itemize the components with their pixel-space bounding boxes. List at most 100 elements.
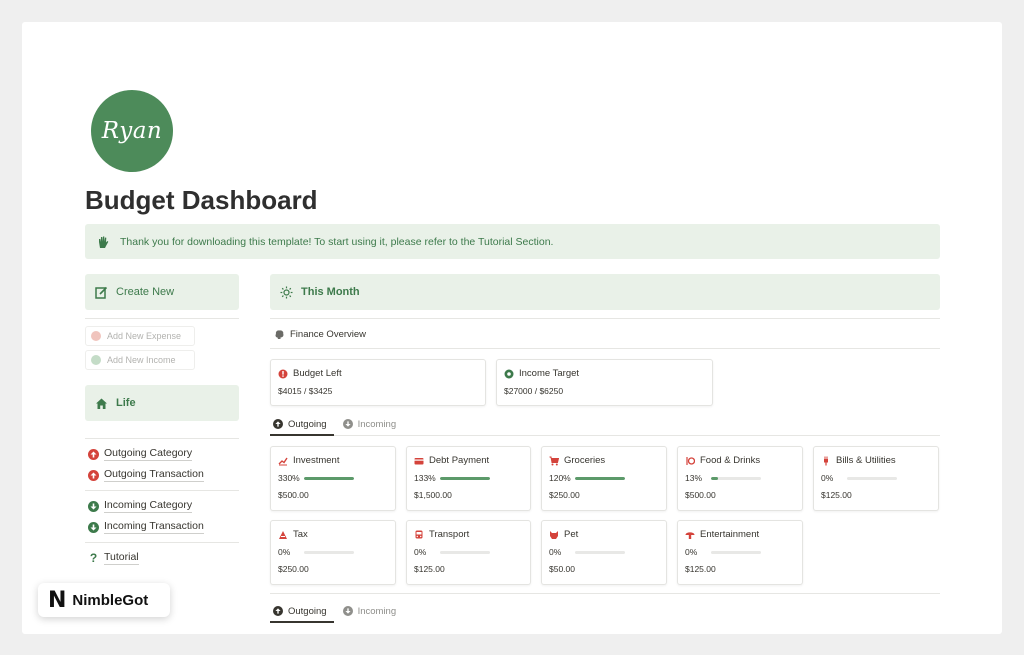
add-new-expense-button[interactable]: Add New Expense bbox=[85, 326, 195, 346]
plug-icon bbox=[821, 456, 831, 466]
link-label: Outgoing Category bbox=[104, 447, 193, 461]
sun-icon bbox=[279, 285, 293, 299]
outgoing-incoming-tabs: Outgoing Incoming bbox=[270, 414, 409, 434]
arrow-down-circle-icon bbox=[342, 419, 353, 429]
divider bbox=[270, 318, 940, 319]
this-month-header: This Month bbox=[270, 274, 940, 310]
divider bbox=[85, 318, 239, 319]
divider bbox=[85, 438, 239, 439]
add-new-income-button[interactable]: Add New Income bbox=[85, 350, 195, 370]
category-progress-bar bbox=[304, 476, 354, 480]
category-amount: $500.00 bbox=[685, 490, 716, 500]
life-label: Life bbox=[116, 397, 136, 409]
welcome-callout: Thank you for downloading this template!… bbox=[85, 224, 940, 259]
category-amount: $125.00 bbox=[821, 490, 852, 500]
category-label: Pet bbox=[564, 529, 579, 540]
avatar: Ryan bbox=[91, 90, 173, 172]
arrow-up-circle-icon bbox=[88, 448, 99, 460]
question-icon: ? bbox=[89, 551, 98, 565]
category-card-tax[interactable]: Tax 0% $250.00 bbox=[270, 520, 396, 585]
avatar-text: Ryan bbox=[101, 118, 163, 144]
divider bbox=[270, 593, 940, 594]
category-progress-bar bbox=[440, 550, 490, 554]
link-label: Incoming Category bbox=[104, 499, 193, 513]
category-card-groceries[interactable]: Groceries 120% $250.00 bbox=[541, 446, 667, 511]
active-tab-indicator bbox=[270, 434, 334, 436]
incoming-transaction-link[interactable]: Incoming Transaction bbox=[88, 519, 204, 535]
tab-outgoing[interactable]: Outgoing bbox=[270, 601, 330, 621]
hand-icon bbox=[95, 234, 111, 250]
card-icon bbox=[414, 456, 424, 466]
dollar-circle-icon bbox=[504, 369, 514, 379]
tab-incoming[interactable]: Incoming bbox=[340, 601, 400, 621]
category-percent: 0% bbox=[549, 547, 562, 557]
link-label: Tutorial bbox=[104, 551, 139, 565]
divider bbox=[334, 435, 940, 436]
callout-text: Thank you for downloading this template!… bbox=[120, 235, 554, 248]
category-card-pet[interactable]: Pet 0% $50.00 bbox=[541, 520, 667, 585]
card-label: Budget Left bbox=[293, 368, 342, 379]
category-amount: $125.00 bbox=[685, 564, 716, 574]
link-label: Outgoing Transaction bbox=[104, 468, 204, 482]
create-new-button[interactable]: Create New bbox=[85, 274, 239, 310]
outgoing-transaction-link[interactable]: Outgoing Transaction bbox=[88, 467, 204, 483]
finance-overview-heading: Finance Overview bbox=[274, 329, 366, 340]
category-label: Groceries bbox=[564, 455, 606, 466]
outgoing-category-link[interactable]: Outgoing Category bbox=[88, 446, 193, 462]
tab-incoming[interactable]: Incoming bbox=[340, 414, 400, 434]
add-income-label: Add New Income bbox=[107, 355, 176, 365]
category-label: Debt Payment bbox=[429, 455, 490, 466]
category-amount: $125.00 bbox=[414, 564, 445, 574]
cat-icon bbox=[549, 530, 559, 540]
category-progress-bar bbox=[575, 476, 625, 480]
category-progress-bar bbox=[575, 550, 625, 554]
category-card-transport[interactable]: Transport 0% $125.00 bbox=[406, 520, 531, 585]
category-amount: $250.00 bbox=[549, 490, 580, 500]
category-percent: 133% bbox=[414, 473, 436, 483]
category-card-food-drinks[interactable]: Food & Drinks 13% $500.00 bbox=[677, 446, 803, 511]
divider bbox=[85, 490, 239, 491]
category-label: Tax bbox=[293, 529, 308, 540]
category-progress-bar bbox=[711, 476, 761, 480]
tutorial-link[interactable]: ? Tutorial bbox=[88, 550, 139, 566]
arrow-down-circle-icon bbox=[91, 355, 101, 365]
nimblegot-badge: N NimbleGot bbox=[38, 583, 170, 617]
arrow-up-circle-icon bbox=[273, 419, 283, 429]
arrow-down-circle-icon bbox=[88, 500, 99, 512]
category-card-investment[interactable]: Investment 330% $500.00 bbox=[270, 446, 396, 511]
this-month-label: This Month bbox=[301, 286, 360, 298]
budget-left-card[interactable]: Budget Left $4015 / $3425 bbox=[270, 359, 486, 406]
tab-label: Outgoing bbox=[288, 418, 327, 430]
category-percent: 0% bbox=[278, 547, 291, 557]
card-value: $27000 / $6250 bbox=[504, 386, 564, 396]
finance-overview-label: Finance Overview bbox=[290, 329, 367, 340]
nimblegot-logo-icon: N bbox=[48, 587, 67, 613]
link-label: Incoming Transaction bbox=[104, 520, 204, 534]
category-card-debt-payment[interactable]: Debt Payment 133% $1,500.00 bbox=[406, 446, 531, 511]
tab-label: Incoming bbox=[357, 418, 397, 430]
arrow-down-circle-icon bbox=[88, 521, 99, 533]
mushroom-icon bbox=[685, 530, 695, 540]
category-progress-bar bbox=[304, 550, 354, 554]
category-label: Transport bbox=[429, 529, 470, 540]
bus-icon bbox=[414, 530, 424, 540]
category-percent: 120% bbox=[549, 473, 571, 483]
card-value: $4015 / $3425 bbox=[278, 386, 333, 396]
category-percent: 0% bbox=[821, 473, 834, 483]
category-percent: 0% bbox=[685, 547, 698, 557]
income-target-card[interactable]: Income Target $27000 / $6250 bbox=[496, 359, 713, 406]
category-label: Investment bbox=[293, 455, 340, 466]
arrow-up-circle-icon bbox=[273, 606, 283, 616]
category-progress-bar bbox=[847, 476, 897, 480]
tab-outgoing[interactable]: Outgoing bbox=[270, 414, 330, 434]
add-expense-label: Add New Expense bbox=[107, 331, 182, 341]
brand-name: NimbleGot bbox=[72, 591, 149, 609]
category-progress-bar bbox=[440, 476, 490, 480]
create-new-label: Create New bbox=[116, 286, 175, 298]
incoming-category-link[interactable]: Incoming Category bbox=[88, 498, 193, 514]
category-amount: $500.00 bbox=[278, 490, 309, 500]
category-card-bills-utilities[interactable]: Bills & Utilities 0% $125.00 bbox=[813, 446, 939, 511]
life-button[interactable]: Life bbox=[85, 385, 239, 421]
tab-label: Outgoing bbox=[288, 605, 327, 617]
category-card-entertainment[interactable]: Entertainment 0% $125.00 bbox=[677, 520, 803, 585]
